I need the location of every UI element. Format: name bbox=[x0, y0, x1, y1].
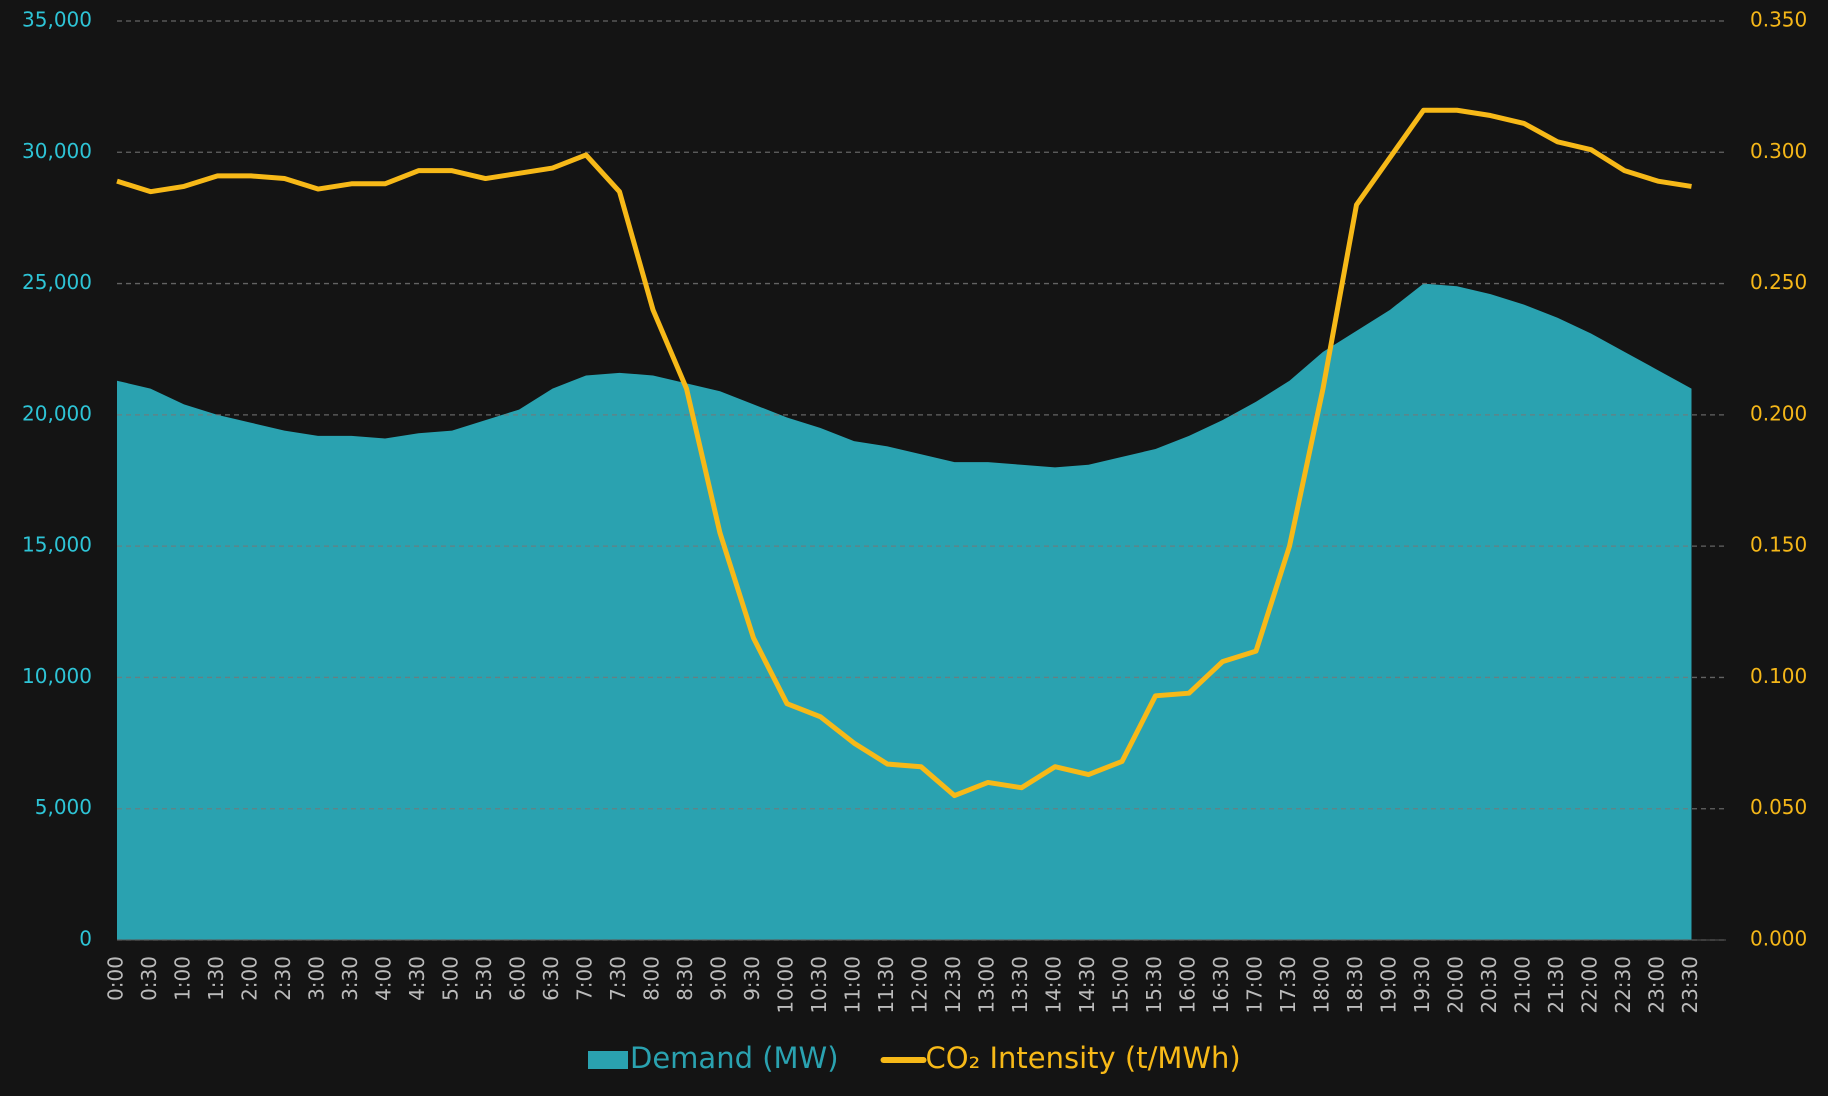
x-tick-label: 17:00 bbox=[1243, 956, 1267, 1014]
y-tick-label: 25,000 bbox=[22, 270, 92, 294]
x-tick-label: 20:00 bbox=[1444, 956, 1468, 1014]
x-tick-label: 20:30 bbox=[1477, 956, 1501, 1014]
y2-tick-label: 0.050 bbox=[1750, 795, 1807, 819]
y-tick-label: 0 bbox=[79, 927, 92, 951]
legend-label: Demand (MW) bbox=[630, 1041, 839, 1075]
x-tick-label: 0:00 bbox=[104, 956, 128, 1001]
x-tick-label: 19:30 bbox=[1410, 956, 1434, 1014]
x-tick-label: 18:00 bbox=[1310, 956, 1334, 1014]
y2-tick-label: 0.000 bbox=[1750, 927, 1807, 951]
legend-item: CO₂ Intensity (t/MWh) bbox=[880, 1041, 1241, 1075]
y-tick-label: 10,000 bbox=[22, 664, 92, 688]
x-tick-label: 10:30 bbox=[807, 956, 831, 1014]
y2-tick-label: 0.100 bbox=[1750, 664, 1807, 688]
x-tick-label: 7:30 bbox=[606, 956, 630, 1001]
x-tick-label: 16:00 bbox=[1176, 956, 1200, 1014]
y2-tick-label: 0.350 bbox=[1750, 8, 1807, 32]
y2-tick-label: 0.200 bbox=[1750, 401, 1807, 425]
y-tick-label: 30,000 bbox=[22, 139, 92, 163]
x-tick-label: 10:00 bbox=[774, 956, 798, 1014]
x-tick-label: 21:00 bbox=[1511, 956, 1535, 1014]
x-tick-label: 2:00 bbox=[238, 956, 262, 1001]
x-tick-label: 4:30 bbox=[405, 956, 429, 1001]
x-tick-label: 22:30 bbox=[1611, 956, 1635, 1014]
x-tick-label: 8:00 bbox=[640, 956, 664, 1001]
x-tick-label: 12:00 bbox=[908, 956, 932, 1014]
x-tick-label: 3:30 bbox=[338, 956, 362, 1001]
x-tick-label: 21:30 bbox=[1544, 956, 1568, 1014]
legend-item: Demand (MW) bbox=[588, 1041, 839, 1075]
y-tick-label: 20,000 bbox=[22, 401, 92, 425]
x-tick-label: 19:00 bbox=[1377, 956, 1401, 1014]
x-tick-label: 22:00 bbox=[1578, 956, 1602, 1014]
x-tick-label: 1:00 bbox=[171, 956, 195, 1001]
y-tick-label: 5,000 bbox=[35, 795, 92, 819]
x-tick-label: 15:30 bbox=[1142, 956, 1166, 1014]
x-tick-label: 23:00 bbox=[1645, 956, 1669, 1014]
x-tick-label: 3:00 bbox=[305, 956, 329, 1001]
demand-area bbox=[117, 283, 1692, 941]
x-tick-label: 7:00 bbox=[573, 956, 597, 1001]
y2-tick-label: 0.300 bbox=[1750, 139, 1807, 163]
x-tick-label: 14:30 bbox=[1075, 956, 1099, 1014]
co2-line bbox=[116, 107, 1692, 799]
y2-tick-label: 0.150 bbox=[1750, 533, 1807, 557]
x-tick-label: 13:30 bbox=[1008, 956, 1032, 1014]
legend-swatch bbox=[588, 1051, 628, 1069]
x-tick-label: 11:30 bbox=[874, 956, 898, 1014]
y-tick-label: 35,000 bbox=[22, 8, 92, 32]
x-tick-label: 23:30 bbox=[1678, 956, 1702, 1014]
x-tick-label: 9:30 bbox=[740, 956, 764, 1001]
y2-tick-label: 0.250 bbox=[1750, 270, 1807, 294]
x-tick-label: 17:30 bbox=[1276, 956, 1300, 1014]
x-tick-label: 15:00 bbox=[1109, 956, 1133, 1014]
x-tick-label: 12:30 bbox=[941, 956, 965, 1014]
legend-label: CO₂ Intensity (t/MWh) bbox=[926, 1041, 1241, 1075]
x-tick-label: 9:00 bbox=[707, 956, 731, 1001]
x-tick-label: 13:00 bbox=[975, 956, 999, 1014]
x-tick-label: 18:30 bbox=[1343, 956, 1367, 1014]
x-tick-label: 0:30 bbox=[137, 956, 161, 1001]
x-tick-label: 16:30 bbox=[1209, 956, 1233, 1014]
x-tick-label: 5:00 bbox=[439, 956, 463, 1001]
x-tick-label: 5:30 bbox=[472, 956, 496, 1001]
x-tick-label: 4:00 bbox=[372, 956, 396, 1001]
x-tick-label: 2:30 bbox=[271, 956, 295, 1001]
x-tick-label: 14:00 bbox=[1042, 956, 1066, 1014]
x-tick-label: 8:30 bbox=[673, 956, 697, 1001]
x-tick-label: 11:00 bbox=[841, 956, 865, 1014]
x-tick-label: 1:30 bbox=[204, 956, 228, 1001]
x-tick-label: 6:30 bbox=[539, 956, 563, 1001]
y-tick-label: 15,000 bbox=[22, 533, 92, 557]
x-tick-label: 6:00 bbox=[506, 956, 530, 1001]
